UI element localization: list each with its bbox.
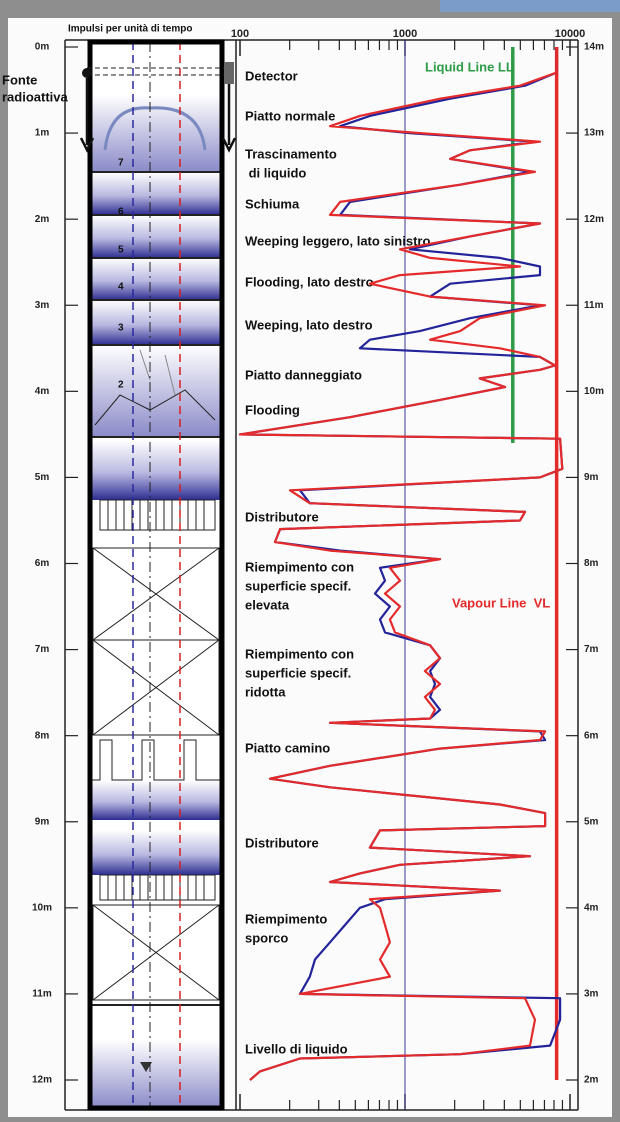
column-diagram [79, 39, 237, 1111]
y-tick-label: 0m [35, 42, 50, 53]
y2-tick-label: 5m [584, 816, 599, 827]
annotation: di liquido [245, 165, 306, 180]
y2-tick-label: 13m [584, 128, 604, 139]
x-tick-label: 100 [231, 28, 249, 40]
y2-tick-label: 7m [584, 644, 599, 655]
annotation: Riempimento con [245, 646, 354, 661]
annotation: elevata [245, 597, 290, 612]
y2-tick-label: 12m [584, 214, 604, 225]
annotation: Piatto normale [245, 108, 335, 123]
y-tick-label: 5m [35, 472, 50, 483]
y-tick-label: 10m [32, 902, 52, 913]
y2-tick-label: 2m [584, 1075, 599, 1086]
y-tick-label: 9m [35, 816, 50, 827]
annotation: Flooding [245, 402, 300, 417]
annotation: Livello di liquido [245, 1041, 348, 1056]
annotation: sporco [245, 930, 288, 945]
source-label: radioattiva [2, 89, 69, 104]
annotation: Detector [245, 68, 298, 83]
y2-tick-label: 8m [584, 558, 599, 569]
annotation: Trascinamento [245, 146, 337, 161]
annotation: ridotta [245, 684, 286, 699]
reference-label: Vapour Line VL [452, 595, 550, 610]
y2-tick-label: 3m [584, 989, 599, 1000]
y2-tick-label: 6m [584, 730, 599, 741]
y-tick-label: 4m [35, 386, 50, 397]
y-tick-label: 7m [35, 644, 50, 655]
annotation: Piatto camino [245, 740, 330, 755]
y2-tick-label: 14m [584, 42, 604, 53]
y-tick-label: 11m [32, 989, 52, 1000]
source-label: Fonte [2, 72, 37, 87]
annotation: Schiuma [245, 196, 300, 211]
y-tick-label: 12m [32, 1075, 52, 1086]
tray-label: 5 [118, 245, 124, 256]
annotation: superficie specif. [245, 578, 351, 593]
annotation: Riempimento con [245, 559, 354, 574]
annotation: superficie specif. [245, 665, 351, 680]
annotation: Piatto danneggiato [245, 367, 362, 382]
x-tick-label: 10000 [555, 28, 586, 40]
y2-tick-label: 4m [584, 902, 599, 913]
y2-tick-label: 11m [584, 300, 604, 311]
y-tick-label: 6m [35, 558, 50, 569]
tray-label: 3 [118, 323, 124, 334]
y-tick-label: 3m [35, 300, 50, 311]
tray-label: 7 [118, 158, 124, 169]
header-label: Impulsi per unità di tempo [68, 24, 192, 35]
annotation: Riempimento [245, 911, 327, 926]
y2-tick-label: 9m [584, 472, 599, 483]
y-tick-label: 2m [35, 214, 50, 225]
annotation: Flooding, lato destro [245, 274, 374, 289]
y-tick-label: 1m [35, 128, 50, 139]
tray-label: 2 [118, 380, 124, 391]
series-line [238, 46, 564, 1081]
reference-label: Liquid Line LL [425, 59, 514, 74]
x-tick-label: 1000 [393, 28, 417, 40]
annotation: Weeping leggero, lato sinistro [245, 233, 430, 248]
y-tick-label: 8m [35, 730, 50, 741]
tray-label: 6 [118, 207, 124, 218]
header-tab [440, 0, 620, 12]
y2-tick-label: 10m [584, 386, 604, 397]
annotation: Distributore [245, 835, 319, 850]
tray-label: 4 [118, 282, 124, 293]
annotation: Distributore [245, 509, 319, 524]
annotation: Weeping, lato destro [245, 317, 373, 332]
